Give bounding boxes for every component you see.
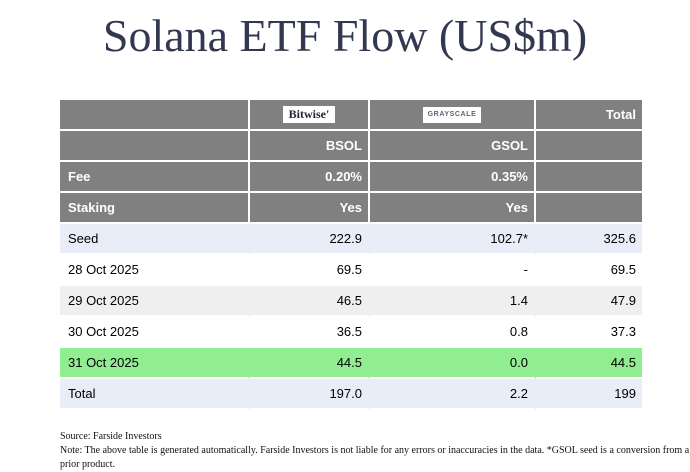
ticker-gsol: GSOL	[370, 131, 536, 163]
bsol-value: 222.9	[250, 224, 370, 256]
gsol-value: -	[370, 255, 536, 287]
staking-row: Staking Yes Yes	[60, 193, 642, 225]
bsol-value: 36.5	[250, 317, 370, 349]
ticker-row: BSOL GSOL	[60, 131, 642, 163]
empty-header-cell	[60, 100, 250, 132]
table-row-31-oct-highlighted: 31 Oct 2025 44.5 0.0 44.5	[60, 348, 642, 380]
table-row-29-oct: 29 Oct 2025 46.5 1.4 47.9	[60, 286, 642, 318]
etf-flow-table: Bitwise' GRAYSCALE Total BSOL GSOL Fee 0…	[60, 100, 642, 411]
total-value: 37.3	[536, 317, 642, 349]
staking-bsol: Yes	[250, 193, 370, 225]
staking-label: Staking	[60, 193, 250, 225]
gsol-value: 2.2	[370, 379, 536, 411]
bsol-value: 197.0	[250, 379, 370, 411]
fee-bsol: 0.20%	[250, 162, 370, 194]
gsol-value: 102.7*	[370, 224, 536, 256]
ticker-bsol: BSOL	[250, 131, 370, 163]
empty-header-cell	[536, 162, 642, 194]
row-label: Seed	[60, 224, 250, 256]
total-value: 199	[536, 379, 642, 411]
bsol-value: 69.5	[250, 255, 370, 287]
table-row-28-oct: 28 Oct 2025 69.5 - 69.5	[60, 255, 642, 287]
total-value: 44.5	[536, 348, 642, 380]
footer: Source: Farside Investors Note: The abov…	[60, 430, 690, 472]
gsol-value: 1.4	[370, 286, 536, 318]
total-value: 325.6	[536, 224, 642, 256]
empty-header-cell	[60, 131, 250, 163]
row-label: 29 Oct 2025	[60, 286, 250, 318]
staking-gsol: Yes	[370, 193, 536, 225]
grayscale-logo-cell: GRAYSCALE	[370, 100, 536, 132]
grayscale-logo: GRAYSCALE	[422, 106, 482, 123]
gsol-value: 0.0	[370, 348, 536, 380]
issuer-logo-row: Bitwise' GRAYSCALE Total	[60, 100, 642, 132]
bsol-value: 46.5	[250, 286, 370, 318]
note-line: Note: The above table is generated autom…	[60, 445, 690, 471]
gsol-value: 0.8	[370, 317, 536, 349]
total-value: 47.9	[536, 286, 642, 318]
table-row-seed: Seed 222.9 102.7* 325.6	[60, 224, 642, 256]
row-label: 30 Oct 2025	[60, 317, 250, 349]
table-row-30-oct: 30 Oct 2025 36.5 0.8 37.3	[60, 317, 642, 349]
row-label: 28 Oct 2025	[60, 255, 250, 287]
fee-gsol: 0.35%	[370, 162, 536, 194]
total-value: 69.5	[536, 255, 642, 287]
row-label: Total	[60, 379, 250, 411]
total-column-header: Total	[536, 100, 642, 132]
fee-row: Fee 0.20% 0.35%	[60, 162, 642, 194]
bsol-value: 44.5	[250, 348, 370, 380]
source-line: Source: Farside Investors	[60, 431, 162, 443]
empty-header-cell	[536, 193, 642, 225]
row-label: 31 Oct 2025	[60, 348, 250, 380]
bitwise-logo-cell: Bitwise'	[250, 100, 370, 132]
table-row-total: Total 197.0 2.2 199	[60, 379, 642, 411]
page: Solana ETF Flow (US$m) Bitwise' GRAYSCAL…	[0, 8, 690, 470]
empty-header-cell	[536, 131, 642, 163]
page-title: Solana ETF Flow (US$m)	[102, 10, 588, 61]
bitwise-logo: Bitwise'	[282, 106, 336, 124]
fee-label: Fee	[60, 162, 250, 194]
